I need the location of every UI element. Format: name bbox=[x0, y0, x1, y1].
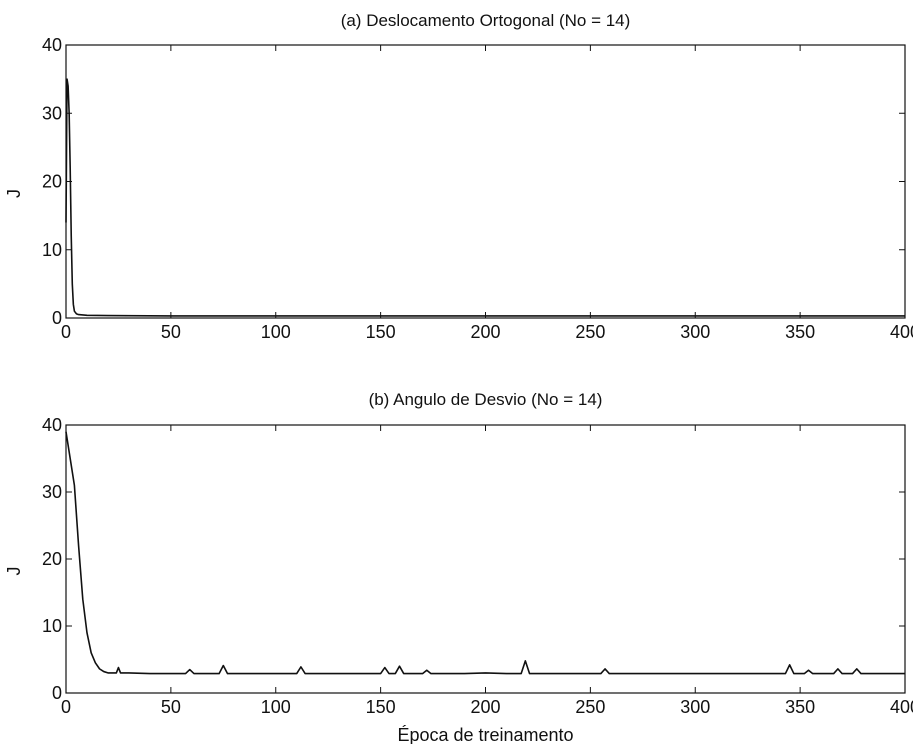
y-axis-label-b: J bbox=[4, 567, 24, 576]
panel-a: (a) Deslocamento Ortogonal (No = 14) J 0… bbox=[4, 11, 913, 342]
y-tick-label-b: 10 bbox=[42, 616, 62, 636]
y-tick-label-a: 0 bbox=[52, 308, 62, 328]
x-tick-label-b: 350 bbox=[785, 697, 815, 717]
y-tick-label-a: 40 bbox=[42, 35, 62, 55]
x-axis-label-b: Época de treinamento bbox=[397, 725, 573, 744]
x-tick-label-a: 50 bbox=[161, 322, 181, 342]
chart-title-b: (b) Angulo de Desvio (No = 14) bbox=[369, 390, 603, 409]
x-tick-label-a: 250 bbox=[575, 322, 605, 342]
y-tick-label-b: 40 bbox=[42, 415, 62, 435]
x-tick-label-b: 200 bbox=[470, 697, 500, 717]
y-tick-label-b: 30 bbox=[42, 482, 62, 502]
y-tick-label-a: 30 bbox=[42, 103, 62, 123]
x-tick-label-b: 0 bbox=[61, 697, 71, 717]
chart-title-a: (a) Deslocamento Ortogonal (No = 14) bbox=[341, 11, 631, 30]
x-tick-label-b: 50 bbox=[161, 697, 181, 717]
series-line-b-0 bbox=[65, 431, 905, 675]
x-tick-label-a: 200 bbox=[470, 322, 500, 342]
plot-frame-a bbox=[65, 44, 906, 319]
y-tick-label-a: 20 bbox=[42, 172, 62, 192]
x-tick-label-b: 400 bbox=[890, 697, 913, 717]
y-axis-label-a: J bbox=[4, 189, 24, 198]
x-tick-label-b: 100 bbox=[261, 697, 291, 717]
x-tick-label-b: 250 bbox=[575, 697, 605, 717]
x-tick-label-b: 300 bbox=[680, 697, 710, 717]
x-tick-label-a: 100 bbox=[261, 322, 291, 342]
x-tick-label-a: 400 bbox=[890, 322, 913, 342]
x-tick-label-a: 300 bbox=[680, 322, 710, 342]
y-tick-label-b: 0 bbox=[52, 683, 62, 703]
plot-frame-b bbox=[65, 424, 906, 694]
y-tick-label-b: 20 bbox=[42, 549, 62, 569]
x-tick-label-a: 350 bbox=[785, 322, 815, 342]
x-tick-label-a: 0 bbox=[61, 322, 71, 342]
x-tick-label-b: 150 bbox=[366, 697, 396, 717]
series-line-a-0 bbox=[65, 78, 905, 317]
panel-b: (b) Angulo de Desvio (No = 14) J Época d… bbox=[4, 390, 913, 744]
x-tick-label-a: 150 bbox=[366, 322, 396, 342]
y-tick-label-a: 10 bbox=[42, 240, 62, 260]
